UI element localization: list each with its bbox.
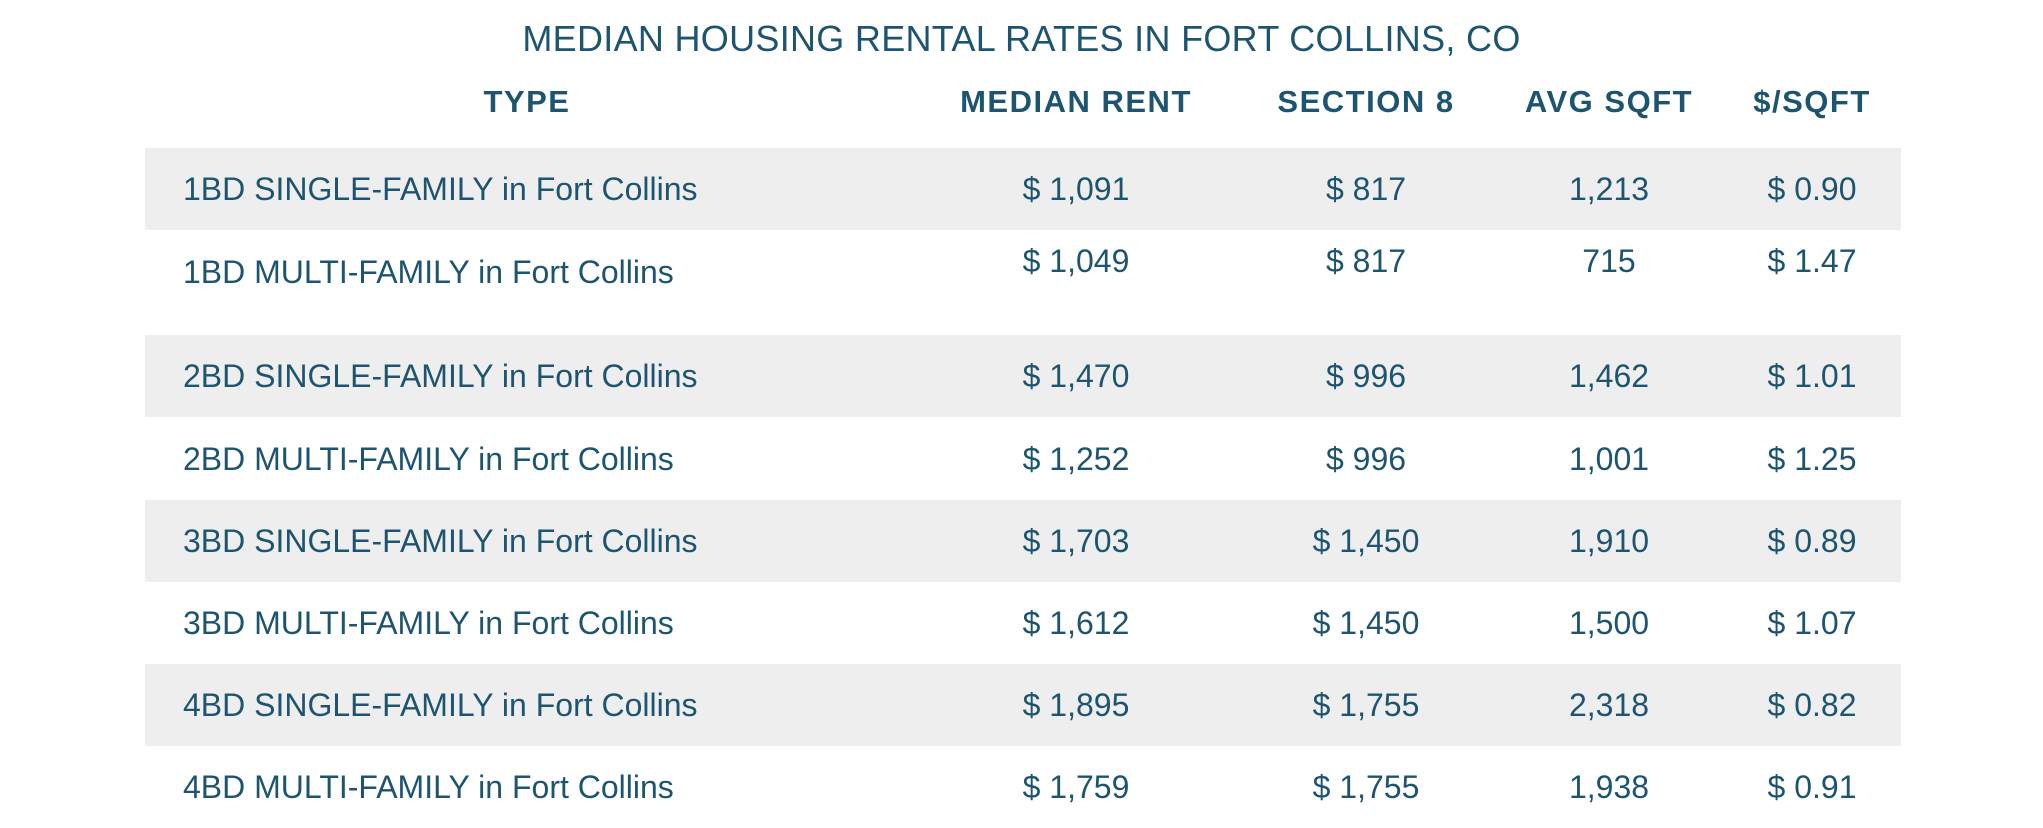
column-header-section-8: SECTION 8 <box>1277 84 1455 119</box>
column-header-avg-sqft: AVG SQFT <box>1524 84 1694 119</box>
section-8-cell: $ 996 <box>1325 358 1407 394</box>
type-cell: 4BD MULTI-FAMILY in Fort Collins <box>183 769 674 805</box>
rental-rates-table: MEDIAN HOUSING RENTAL RATES IN FORT COLL… <box>0 18 2043 805</box>
median-rent-cell: $ 1,759 <box>1022 769 1130 805</box>
table-row: 1BD SINGLE-FAMILY in Fort Collins $ 1,091… <box>145 148 1901 230</box>
type-cell: 1BD SINGLE-FAMILY in Fort Collins <box>183 171 698 207</box>
type-cell: 1BD MULTI-FAMILY in Fort Collins <box>183 254 674 290</box>
section-8-cell: $ 1,450 <box>1312 605 1420 641</box>
median-rent-cell: $ 1,895 <box>1022 687 1130 723</box>
type-cell: 2BD MULTI-FAMILY in Fort Collins <box>183 441 674 477</box>
median-rent-cell: $ 1,049 <box>1022 243 1130 279</box>
price-per-sqft-cell: $ 0.91 <box>1767 769 1857 805</box>
price-per-sqft-cell: $ 1.01 <box>1767 358 1857 394</box>
column-header-sqft: $/SQFT <box>1753 84 1871 119</box>
price-per-sqft-cell: $ 1.25 <box>1767 441 1857 477</box>
table-row: 1BD MULTI-FAMILY in Fort Collins $ 1,049 $… <box>145 231 1901 313</box>
section-8-cell: $ 1,755 <box>1312 769 1420 805</box>
table-row: 4BD SINGLE-FAMILY in Fort Collins $ 1,895… <box>145 664 1901 746</box>
table-row: 3BD MULTI-FAMILY in Fort Collins $ 1,612 $… <box>145 582 1901 664</box>
price-per-sqft-cell: $ 1.47 <box>1767 243 1857 279</box>
section-8-cell: $ 996 <box>1325 441 1407 477</box>
median-rent-cell: $ 1,470 <box>1022 358 1130 394</box>
section-8-cell: $ 1,450 <box>1312 523 1420 559</box>
table-row: 2BD SINGLE-FAMILY in Fort Collins $ 1,470… <box>145 335 1901 417</box>
table-title: MEDIAN HOUSING RENTAL RATES IN FORT COLL… <box>522 18 1521 59</box>
avg-sqft-cell: 1,462 <box>1568 358 1650 394</box>
avg-sqft-cell: 1,910 <box>1568 523 1650 559</box>
column-header-median-rent: MEDIAN RENT <box>960 84 1192 119</box>
avg-sqft-cell: 2,318 <box>1568 687 1650 723</box>
table-row: 2BD MULTI-FAMILY in Fort Collins $ 1,252 $… <box>145 418 1901 500</box>
table-row: 4BD MULTI-FAMILY in Fort Collins $ 1,759 $… <box>145 746 1901 828</box>
type-cell: 2BD SINGLE-FAMILY in Fort Collins <box>183 358 698 394</box>
median-rent-cell: $ 1,091 <box>1022 171 1130 207</box>
section-8-cell: $ 1,755 <box>1312 687 1420 723</box>
avg-sqft-cell: 1,001 <box>1568 441 1650 477</box>
column-header-type: TYPE <box>483 84 571 119</box>
price-per-sqft-cell: $ 0.90 <box>1767 171 1857 207</box>
median-rent-cell: $ 1,612 <box>1022 605 1130 641</box>
median-rent-cell: $ 1,252 <box>1022 441 1130 477</box>
table-header-row: TYPE MEDIAN RENT SECTION 8 AVG SQFT $/SQFT <box>0 84 2043 134</box>
type-cell: 4BD SINGLE-FAMILY in Fort Collins <box>183 687 698 723</box>
avg-sqft-cell: 1,500 <box>1568 605 1650 641</box>
avg-sqft-cell: 1,938 <box>1568 769 1650 805</box>
avg-sqft-cell: 715 <box>1582 243 1636 279</box>
table-row: 3BD SINGLE-FAMILY in Fort Collins $ 1,703… <box>145 500 1901 582</box>
median-rent-cell: $ 1,703 <box>1022 523 1130 559</box>
price-per-sqft-cell: $ 1.07 <box>1767 605 1857 641</box>
section-8-cell: $ 817 <box>1325 243 1407 279</box>
price-per-sqft-cell: $ 0.82 <box>1767 687 1857 723</box>
type-cell: 3BD MULTI-FAMILY in Fort Collins <box>183 605 674 641</box>
avg-sqft-cell: 1,213 <box>1568 171 1650 207</box>
section-8-cell: $ 817 <box>1325 171 1407 207</box>
type-cell: 3BD SINGLE-FAMILY in Fort Collins <box>183 523 698 559</box>
price-per-sqft-cell: $ 0.89 <box>1767 523 1857 559</box>
